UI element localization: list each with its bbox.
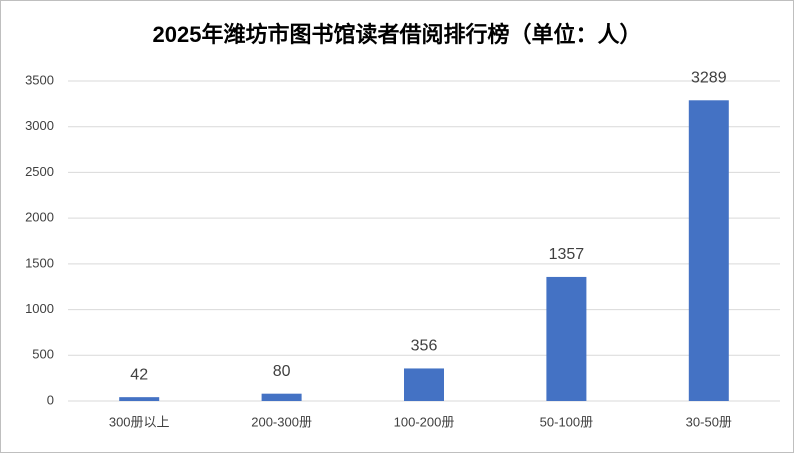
- y-tick-label: 1500: [25, 255, 54, 270]
- value-label: 1357: [549, 246, 585, 263]
- y-tick-label: 2000: [25, 210, 54, 225]
- value-label: 356: [411, 338, 438, 355]
- y-tick-label: 3000: [25, 118, 54, 133]
- x-tick-label: 100-200册: [394, 414, 455, 429]
- y-tick-label: 0: [47, 392, 54, 407]
- x-tick-label: 300册以上: [109, 414, 170, 429]
- value-label: 42: [130, 366, 148, 383]
- bar: [404, 368, 444, 401]
- x-tick-label: 50-100册: [540, 414, 593, 429]
- y-tick-label: 500: [32, 347, 54, 362]
- value-label: 80: [273, 363, 291, 380]
- y-tick-label: 1000: [25, 301, 54, 316]
- y-tick-label: 3500: [25, 72, 54, 87]
- bar: [546, 276, 587, 401]
- chart-title: 2025年潍坊市图书馆读者借阅排行榜（单位：人）: [153, 22, 642, 47]
- y-tick-label: 2500: [25, 164, 54, 179]
- bar: [261, 393, 302, 401]
- bar: [119, 397, 160, 401]
- bar: [688, 100, 729, 401]
- x-tick-label: 200-300册: [251, 414, 312, 429]
- x-tick-label: 30-50册: [686, 414, 732, 429]
- value-label: 3289: [691, 70, 727, 87]
